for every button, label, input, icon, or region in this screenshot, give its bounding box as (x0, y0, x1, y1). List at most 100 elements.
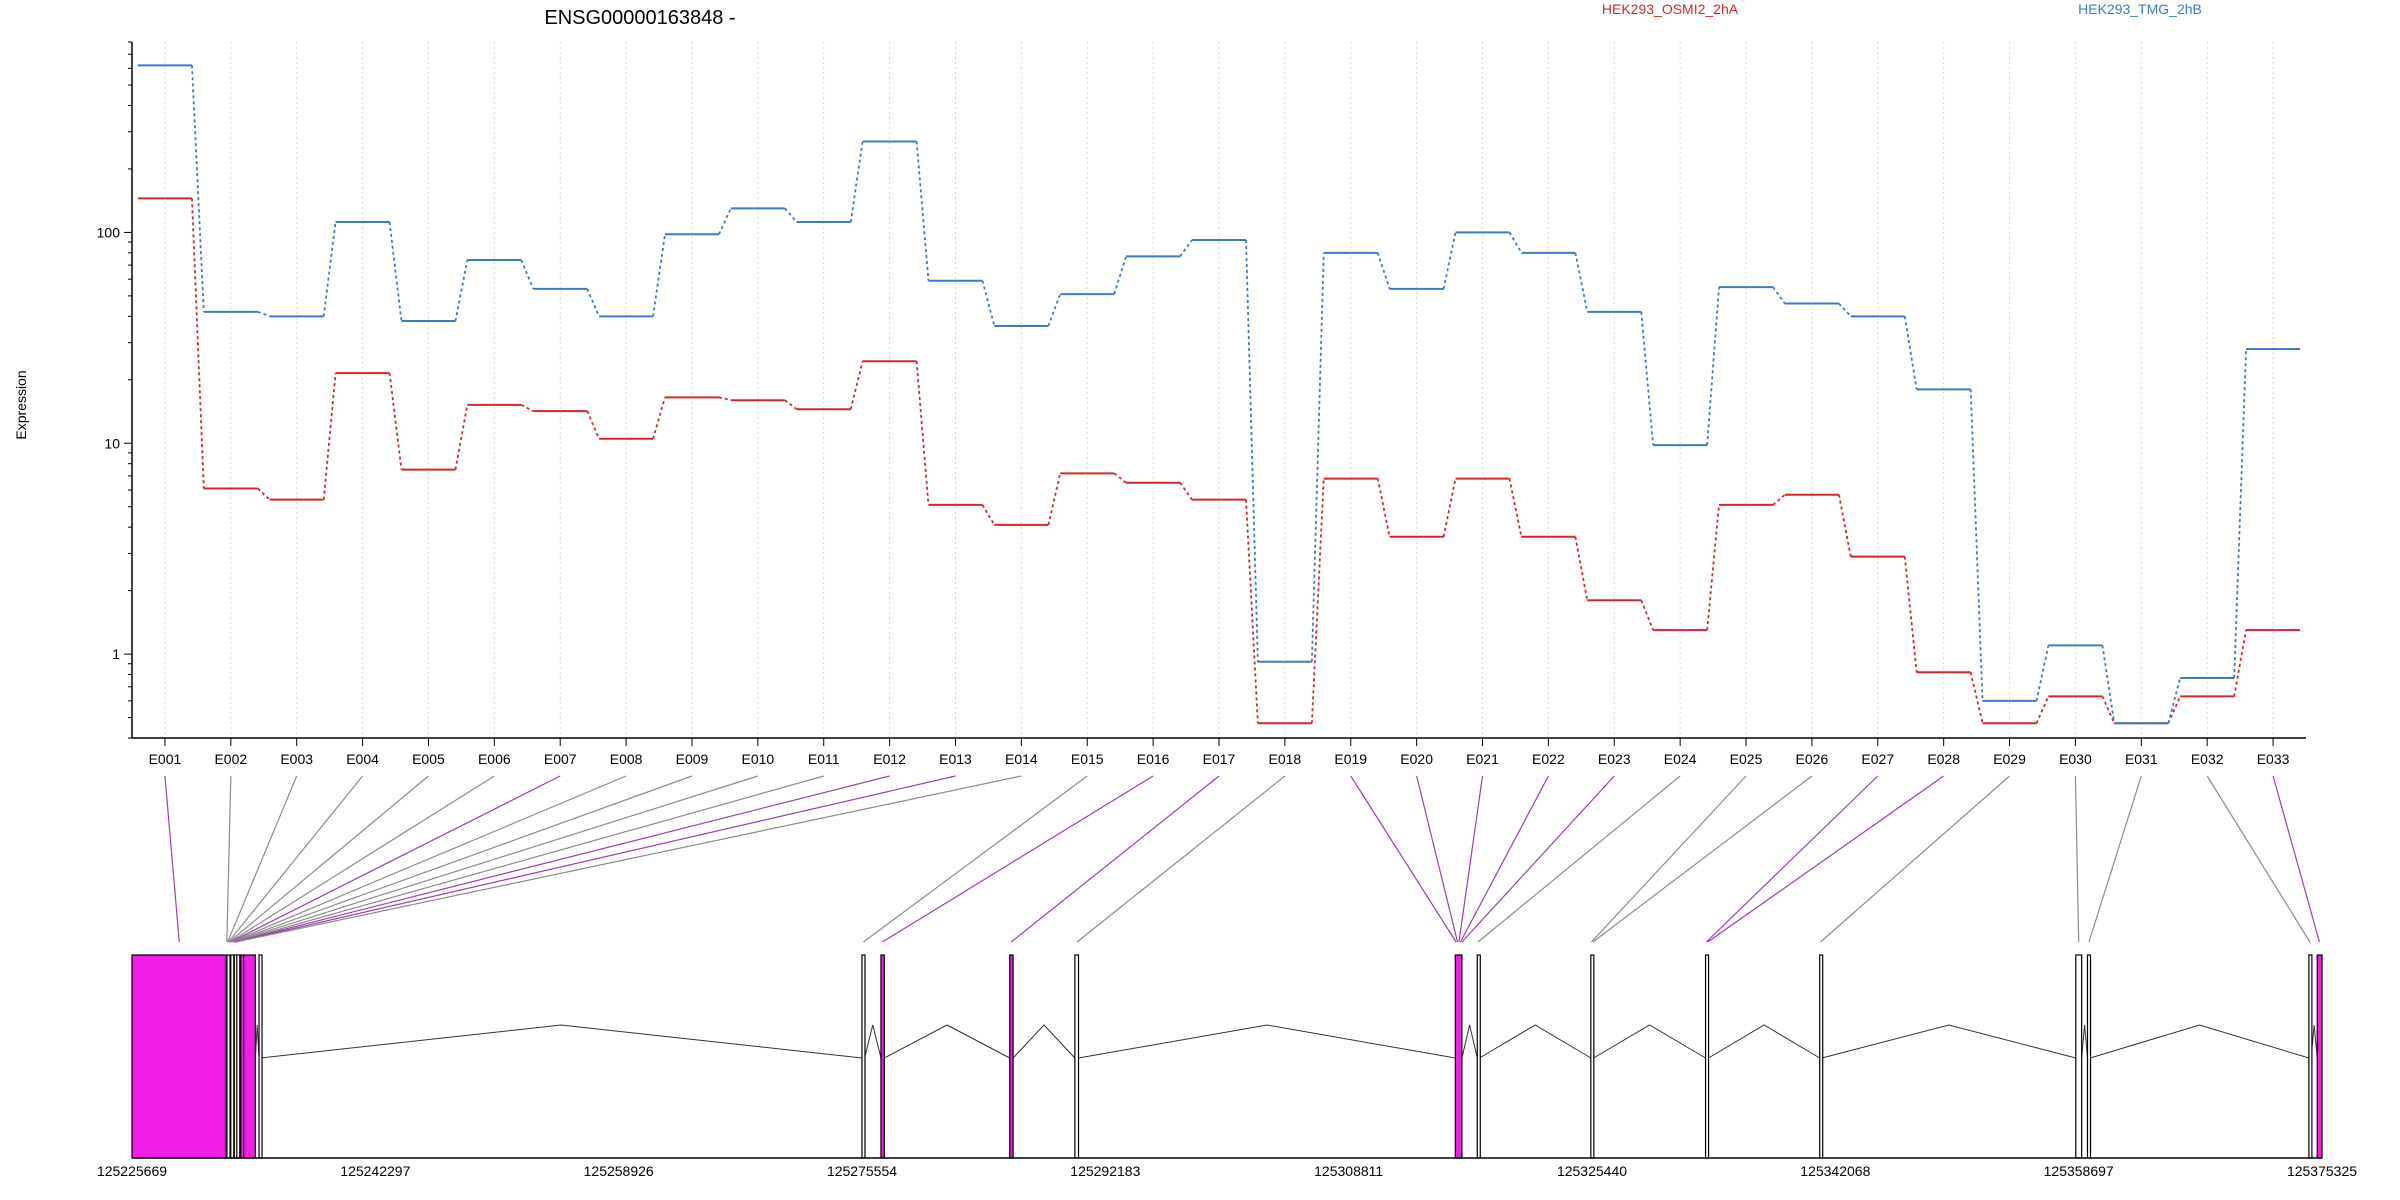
connector-segment (388, 373, 403, 470)
x-tick-label: E007 (544, 751, 577, 767)
connector-segment (1179, 239, 1193, 257)
exon-block (2075, 954, 2083, 1159)
x-tick-label: E001 (149, 751, 182, 767)
exon-connector (1477, 775, 1681, 943)
connector-segment (981, 280, 996, 327)
intron (254, 1024, 260, 1059)
genomic-tick-label: 125342068 (1800, 1163, 1870, 1179)
intron (260, 1024, 863, 1059)
intron (864, 1024, 882, 1059)
y-axis: 1 10 100 (97, 41, 133, 739)
x-tick-label: E020 (1400, 751, 1433, 767)
exon-connector (1820, 775, 2010, 943)
connector-segment (2167, 696, 2181, 724)
exon-block (1074, 954, 1080, 1159)
intron (1708, 1024, 1820, 1059)
exon-block (1704, 954, 1710, 1159)
connector-segment (520, 259, 535, 290)
connector-segment (1508, 231, 1523, 254)
exon-block (861, 954, 866, 1159)
exon-connector (229, 775, 495, 943)
x-tick-label: E030 (2059, 751, 2092, 767)
connector-segment (257, 487, 271, 501)
connector-segment (1310, 252, 1325, 662)
genomic-axis: 125225669 125242297 125258926 125275554 1252… (97, 1157, 2357, 1179)
x-tick-label: E002 (214, 751, 247, 767)
intron (1821, 1024, 2076, 1059)
x-tick-label: E005 (412, 751, 445, 767)
exon-connector (1458, 775, 1484, 943)
connector-segment (322, 221, 337, 317)
genomic-tick-label: 125375325 (2287, 1163, 2357, 1179)
y-tick-label: 1 (112, 646, 120, 662)
intron (884, 1024, 1010, 1059)
exon-block (2308, 954, 2313, 1159)
x-axis: E001 E002 E003 E004 E005 E006 E007 E008 E009 E010… (132, 737, 2306, 767)
genomic-tick-label: 125275554 (827, 1163, 897, 1179)
genomic-tick-label: 125325440 (1557, 1163, 1627, 1179)
exon-connector (227, 775, 298, 943)
connector-segment (191, 65, 205, 312)
y-tick-label: 10 (104, 435, 120, 451)
exon-connector (1350, 775, 1457, 943)
connector-segment (520, 404, 534, 412)
exon-connector (164, 775, 180, 943)
connector-segment (2101, 645, 2116, 724)
intron (2089, 1024, 2310, 1059)
connector-segment (1969, 389, 1984, 701)
x-tick-label: E022 (1532, 751, 1565, 767)
exon-block (258, 954, 263, 1159)
connector-segment (1113, 256, 1127, 295)
exon-block (230, 954, 235, 1159)
exon-connector (230, 775, 561, 943)
connector-segment (454, 259, 469, 322)
chart-title: ENSG00000163848 - (544, 7, 735, 29)
x-tick-label: E019 (1334, 751, 1367, 767)
connector-segment (1706, 504, 1720, 631)
intron (1461, 1024, 1478, 1059)
connector-segment (1310, 478, 1325, 724)
exon-connector (2206, 775, 2311, 943)
x-tick-label: E010 (741, 751, 774, 767)
exon-block (1454, 954, 1463, 1159)
genomic-tick-label: 125258926 (584, 1163, 654, 1179)
exon-connectors (164, 775, 2321, 943)
connector-segment (784, 207, 798, 223)
x-tick-label: E015 (1071, 751, 1104, 767)
x-tick-label: E008 (610, 751, 643, 767)
exon-connector (231, 775, 693, 943)
exon-block (1009, 954, 1014, 1159)
x-tick-label: E033 (2257, 751, 2290, 767)
connector-segment (2233, 629, 2247, 697)
exon-block (2086, 954, 2092, 1159)
exon-block (131, 954, 227, 1159)
exon-connector (1707, 775, 1945, 943)
connector-segment (981, 504, 996, 526)
connector-segment (586, 288, 600, 317)
exon-block (2316, 954, 2323, 1159)
exon-connector (226, 775, 232, 943)
connector-segment (1772, 286, 1786, 305)
connector-segment (718, 208, 732, 235)
connector-segment (652, 234, 666, 317)
connector-segment (1574, 536, 1589, 601)
grid-lines (164, 42, 2274, 738)
x-tick-label: E018 (1269, 751, 1302, 767)
connector-segment (849, 360, 864, 410)
connector-segment (1508, 478, 1523, 537)
connector-segment (2233, 348, 2247, 679)
exon-block (226, 954, 231, 1159)
exon-connector (230, 775, 627, 943)
connector-segment (718, 396, 732, 402)
genomic-tick-label: 125225669 (97, 1163, 167, 1179)
connector-segment (784, 399, 798, 410)
connector-segment (1838, 494, 1852, 557)
legend-series-b: HEK293_TMG_2hB (2078, 1, 2202, 17)
connector-segment (1047, 293, 1062, 327)
connector-segment (1442, 478, 1457, 537)
x-tick-label: E025 (1730, 751, 1763, 767)
exon-connector (1010, 775, 1220, 943)
x-tick-label: E011 (808, 751, 840, 767)
series-b (137, 64, 2301, 725)
